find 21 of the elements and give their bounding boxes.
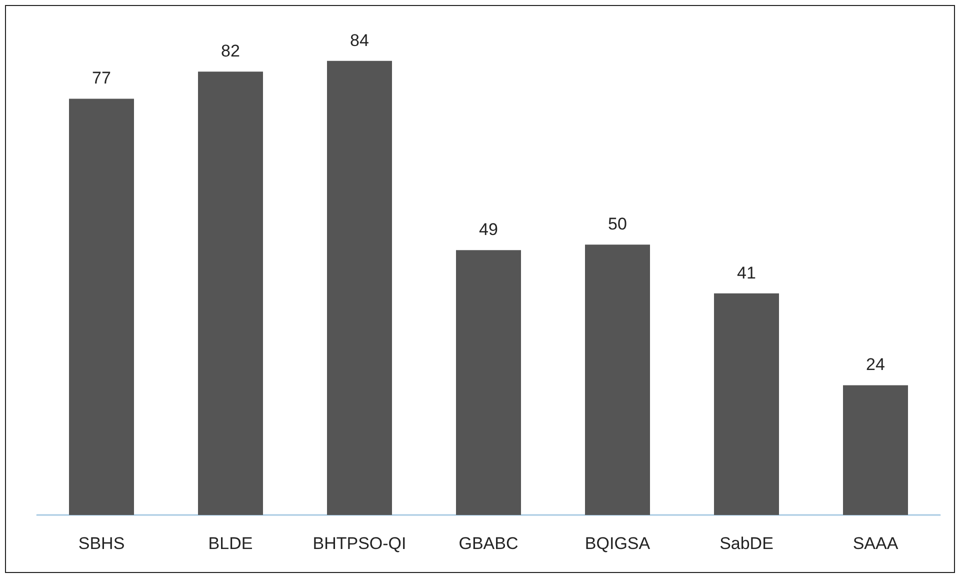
bar	[327, 60, 392, 515]
bar	[69, 98, 134, 515]
bar	[198, 72, 263, 515]
bar	[843, 385, 908, 515]
data-label: 84	[350, 30, 369, 50]
data-label: 24	[866, 355, 885, 374]
x-tick-label: SabDE	[720, 534, 774, 553]
x-tick-label: SBHS	[78, 534, 125, 553]
bar	[585, 244, 650, 515]
data-label: 77	[92, 68, 111, 88]
data-label: 82	[221, 42, 240, 61]
x-tick-label: BQIGSA	[584, 534, 651, 553]
data-label: 50	[608, 214, 627, 234]
x-tick-label: BHTPSO-QI	[312, 534, 406, 553]
x-tick-label: BLDE	[208, 534, 253, 553]
data-label: 41	[737, 263, 756, 282]
bar	[714, 293, 779, 515]
x-tick-label: GBABC	[458, 534, 518, 553]
bar	[456, 250, 521, 515]
x-tick-label: SAAA	[852, 534, 899, 553]
data-label: 49	[479, 220, 498, 240]
